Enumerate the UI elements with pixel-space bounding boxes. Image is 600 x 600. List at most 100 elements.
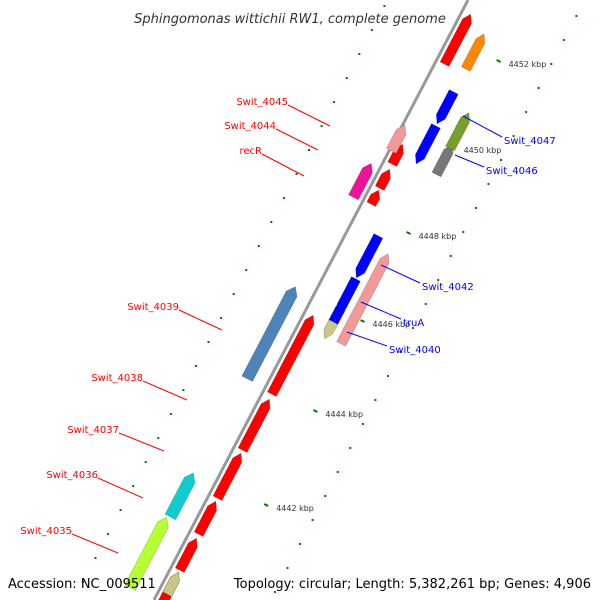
swit-4044-gene [385,124,407,154]
gene-label-left: Swit_4039 [127,302,179,313]
gc-dot [257,245,260,247]
gc-dot [94,557,97,559]
swit-4035-gene [124,517,169,591]
accession-text: Accession: NC_009511 [8,577,156,592]
gc-dot [273,591,276,593]
scale-tick-label: 4446 kbp [373,320,411,329]
gc-dot [119,509,122,511]
gc-dot [220,317,223,319]
gene-label-left: Swit_4045 [236,97,288,108]
leader-line [178,309,223,331]
label-leader-lines [71,104,503,554]
gc-dot [449,255,452,257]
gene-labels: Swit_4045 Swit_4044 recR Swit_4039 Swit_4038… [20,97,555,537]
forward-gene-2 [174,537,198,573]
forward-gene-10 [439,13,472,67]
reverse-gene-4 [415,123,441,165]
scale-tick-label: 4444 kbp [325,410,363,419]
gc-dot [182,389,185,391]
gc-dot [144,461,147,463]
swit-4036-gene [164,472,196,521]
map-title: Sphingomonas wittichii RW1, complete gen… [134,12,446,27]
gc-dot-track [81,5,578,593]
reverse-gene-3 [355,233,384,279]
leader-line [287,104,331,127]
leader-line [275,128,319,151]
gc-dot [474,207,477,209]
swit-4046-gene [431,144,454,178]
gene-label-right: Swit_4046 [486,166,538,177]
gene-label-left: Swit_4038 [91,373,143,384]
forward-gene-4 [212,452,243,501]
forward-gene-5 [237,398,271,453]
leader-line [97,477,144,499]
gc-dot [487,183,490,185]
swit-4039-gene [241,286,298,382]
trua-gene [336,253,390,347]
gc-dot [195,365,197,367]
forward-gene-6 [266,314,315,397]
gc-dot [562,39,565,41]
gc-dot [245,269,248,271]
gc-dot [333,101,336,103]
gc-dot [374,399,377,401]
gene-label-left: recR [240,146,263,157]
gc-dot [345,77,348,79]
gc-dot [575,15,578,17]
forward-gene-8 [374,168,391,191]
gc-dot [387,375,389,377]
gene-label-left: Swit_4035 [20,526,72,537]
gc-dot [399,351,402,353]
gc-dot [349,447,352,449]
gc-dot [107,533,110,535]
gene-label-right: Swit_4047 [504,136,556,147]
scale-tick [312,409,318,413]
gc-dot [550,63,553,65]
gc-dot [132,485,135,487]
forward-gene-11 [162,571,180,597]
leader-line [261,153,305,177]
gene-label-left: Swit_4044 [224,121,276,132]
gc-dot [512,135,515,137]
gc-dot [525,111,528,113]
forward-gene-3 [193,500,217,537]
reverse-gene-2 [336,276,361,315]
scale-tick [360,319,365,323]
gc-dot [383,5,386,7]
scale-tick-label: 4442 kbp [276,504,314,513]
gc-dot [282,197,285,199]
gc-dot [412,327,415,329]
gc-dot [299,543,302,545]
scale-tick [496,59,502,63]
leader-line [142,380,188,401]
gene-features [124,13,486,600]
gc-dot [311,519,314,521]
scale-ticks: 4442 kbp 4444 kbp 4446 kbp 4448 kbp 4450 kbp… [263,59,546,513]
scale-tick [406,231,412,235]
gc-dot [169,413,172,415]
leader-line [118,432,165,452]
leader-line [462,115,503,138]
leader-line [346,331,388,347]
gc-dot [295,173,298,175]
gc-dot [500,159,502,161]
recr-gene [348,162,373,201]
gc-dot [81,581,84,583]
topology-summary-text: Topology: circular; Length: 5,382,261 bp… [233,577,591,592]
gc-dot [537,87,540,89]
gc-dot [270,221,273,223]
gc-dot [462,231,465,233]
gc-dot [320,125,323,127]
gc-dot [437,279,440,281]
leader-line [360,301,402,320]
genome-backbone [152,0,470,600]
scale-tick [263,503,269,507]
gc-dot [207,341,210,343]
reverse-gene-5 [435,89,459,125]
orange-gene [460,33,486,72]
gc-dot [232,293,235,295]
gc-dot [286,567,289,569]
gc-dot [336,471,339,473]
